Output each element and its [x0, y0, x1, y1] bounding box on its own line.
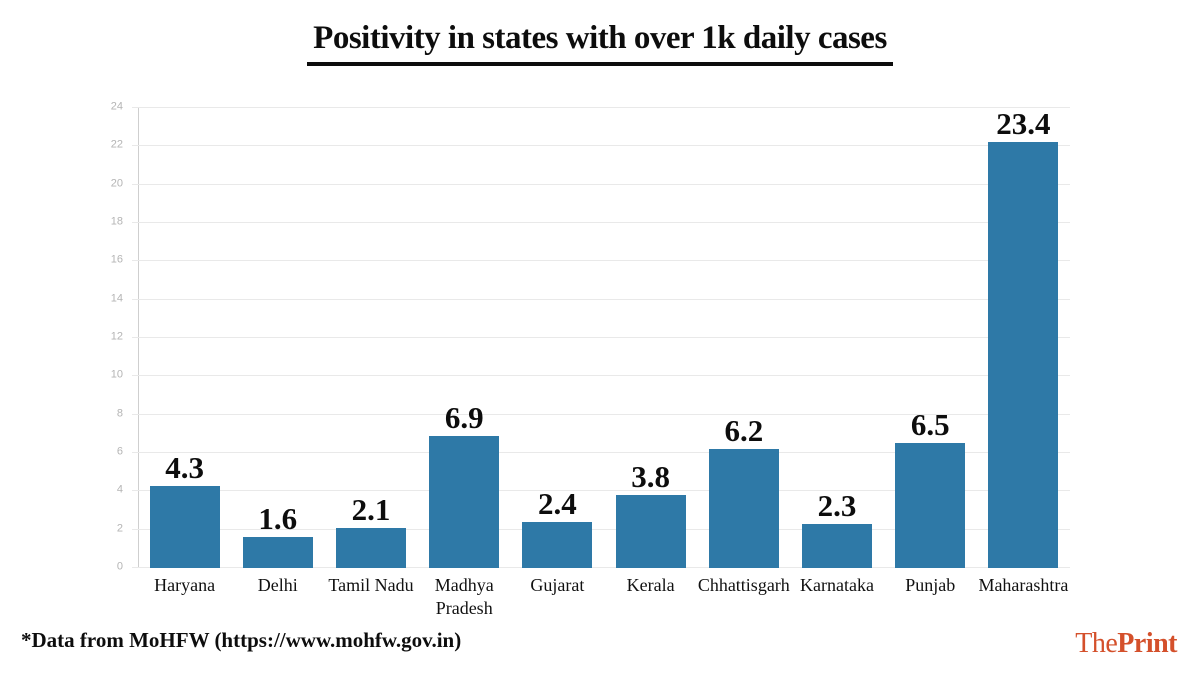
x-axis-label: Madhya Pradesh — [434, 575, 494, 619]
y-tick-label: 8 — [116, 407, 123, 420]
bar — [802, 523, 872, 568]
bar — [988, 142, 1059, 568]
gridline-y-16: 16 — [111, 254, 1070, 265]
title-wrap: Positivity in states with over 1k daily … — [0, 20, 1200, 67]
bar — [242, 537, 313, 568]
gridline-y-14: 14 — [111, 293, 1070, 304]
bar-value-label: 1.6 — [258, 501, 298, 537]
bar — [149, 485, 220, 568]
bar-group-punjab: 6.5 — [884, 108, 977, 568]
bar-group-kerala: 3.8 — [604, 108, 697, 568]
y-tick-label: 20 — [110, 177, 123, 190]
bar — [336, 527, 406, 568]
bar-value-label: 4.3 — [165, 449, 204, 485]
chart-title: Positivity in states with over 1k daily … — [307, 20, 893, 67]
gridline-y-6: 6 — [117, 446, 1070, 457]
bar — [429, 435, 500, 568]
y-tick-label: 0 — [116, 560, 123, 573]
x-axis-label: Delhi — [257, 575, 298, 595]
bar-group-haryana: 4.3 — [138, 108, 231, 568]
gridline-y-12: 12 — [111, 331, 1070, 342]
bar — [522, 522, 593, 568]
x-axis-label: Punjab — [905, 575, 956, 595]
y-tick-label: 22 — [110, 138, 123, 151]
bar-value-label: 6.9 — [444, 399, 484, 435]
bar-group-delhi: 1.6 — [231, 108, 324, 568]
y-tick-label: 18 — [110, 215, 123, 228]
gridline-y-22: 22 — [111, 139, 1070, 150]
bar-group-tamil-nadu: 2.1 — [324, 108, 417, 568]
y-tick-label: 4 — [116, 483, 123, 496]
theprint-logo-print: Print — [1117, 628, 1177, 659]
plot-area: 0 2 4 6 8 10 12 14 16 18 20 22 24 4.3 1.6 2.1 6.9 2.4 3.8… — [111, 101, 1070, 572]
bar-group-chhattisgarh: 6.2 — [697, 108, 790, 568]
theprint-logo: ThePrint — [1075, 628, 1177, 660]
gridline-y-10: 10 — [111, 369, 1070, 380]
y-tick-label: 2 — [116, 522, 123, 535]
x-axis-label: Maharashtra — [978, 575, 1069, 595]
bar-value-label: 2.4 — [538, 486, 577, 521]
gridline-y-4: 4 — [117, 484, 1070, 495]
bar-value-label: 2.3 — [817, 487, 857, 523]
x-axis-label: Haryana — [154, 575, 216, 595]
bar-group-gujarat: 2.4 — [511, 108, 604, 568]
bar-group-karnataka: 2.3 — [790, 108, 883, 568]
bar — [895, 443, 966, 568]
bar-value-label: 6.5 — [910, 407, 950, 443]
x-axis-label: Kerala — [626, 575, 675, 595]
y-tick-label: 12 — [110, 330, 123, 343]
bar-group-madhya-pradesh: 6.9 — [418, 108, 511, 568]
source-note: *Data from MoHFW (https://www.mohfw.gov.… — [21, 628, 462, 652]
bar — [708, 449, 779, 568]
bar-group-maharashtra: 23.4 — [977, 108, 1070, 568]
x-axis-label: Karnataka — [800, 575, 874, 595]
gridline-y-2: 2 — [117, 523, 1070, 534]
x-axis-label: Tamil Nadu — [328, 575, 414, 595]
y-tick-label: 6 — [116, 445, 123, 458]
y-tick-label: 14 — [110, 292, 123, 305]
y-axis-line — [138, 108, 139, 568]
x-axis-labels: Haryana Delhi Tamil Nadu Madhya Pradesh Guja… — [138, 574, 1070, 621]
bar-value-label: 23.4 — [996, 106, 1051, 141]
bar-value-label: 3.8 — [631, 459, 670, 495]
gridline-y-8: 8 — [117, 408, 1070, 419]
x-axis-label: Chhattisgarh — [697, 575, 790, 595]
gridline-y-24: 24 — [111, 101, 1070, 112]
gridline-y-18: 18 — [111, 216, 1070, 227]
bar-value-label: 6.2 — [724, 413, 764, 449]
bar-value-label: 2.1 — [351, 491, 391, 527]
x-axis-label: Gujarat — [530, 575, 585, 595]
y-tick-label: 16 — [110, 253, 123, 266]
bars-container: 4.3 1.6 2.1 6.9 2.4 3.8 6.2 2.3 6.5 23.4 — [138, 108, 1070, 568]
y-tick-label: 10 — [110, 368, 123, 381]
gridline-y-0: 0 — [117, 561, 1070, 572]
gridline-y-20: 20 — [111, 178, 1070, 189]
theprint-logo-the: The — [1075, 628, 1118, 659]
y-tick-label: 24 — [110, 100, 123, 113]
bar — [615, 495, 686, 568]
